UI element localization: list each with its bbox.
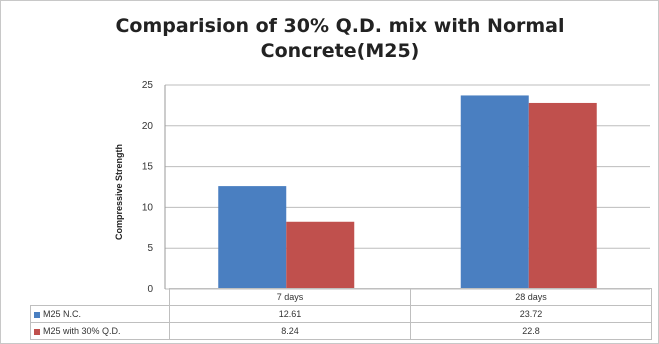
bar-series-2 bbox=[286, 221, 355, 289]
table-header-row: 7 days 28 days bbox=[30, 288, 652, 306]
table-row: M25 with 30% Q.D. 8.24 22.8 bbox=[30, 322, 652, 340]
legend-entry: M25 N.C. bbox=[30, 305, 170, 323]
bar-series-2 bbox=[528, 102, 597, 290]
legend-entry: M25 with 30% Q.D. bbox=[30, 322, 170, 340]
bar-series-1 bbox=[460, 95, 529, 290]
data-label: 23.72 bbox=[410, 305, 652, 323]
y-axis-title: Compressive Strength bbox=[114, 144, 124, 240]
y-tick-label: 25 bbox=[142, 80, 154, 91]
data-label: 22.8 bbox=[410, 322, 652, 340]
y-tick-label: 15 bbox=[142, 162, 154, 173]
y-tick-label: 20 bbox=[142, 121, 154, 132]
y-tick-label: 10 bbox=[142, 202, 154, 213]
series-name: M25 N.C. bbox=[43, 309, 82, 319]
legend-swatch-icon bbox=[34, 328, 40, 335]
y-tick-label: 5 bbox=[147, 243, 153, 254]
legend-swatch-icon bbox=[34, 311, 40, 318]
series-name: M25 with 30% Q.D. bbox=[43, 326, 121, 336]
category-label: 7 days bbox=[169, 288, 411, 306]
bar-series-1 bbox=[218, 186, 287, 289]
data-label: 12.61 bbox=[169, 305, 411, 323]
data-table: 7 days 28 days M25 N.C. 12.61 23.72 M25 … bbox=[30, 288, 652, 340]
data-label: 8.24 bbox=[169, 322, 411, 340]
chart-title: Comparision of 30% Q.D. mix with Normal … bbox=[115, 15, 565, 62]
category-label: 28 days bbox=[410, 288, 652, 306]
table-row: M25 N.C. 12.61 23.72 bbox=[30, 305, 652, 323]
table-corner bbox=[30, 288, 170, 306]
